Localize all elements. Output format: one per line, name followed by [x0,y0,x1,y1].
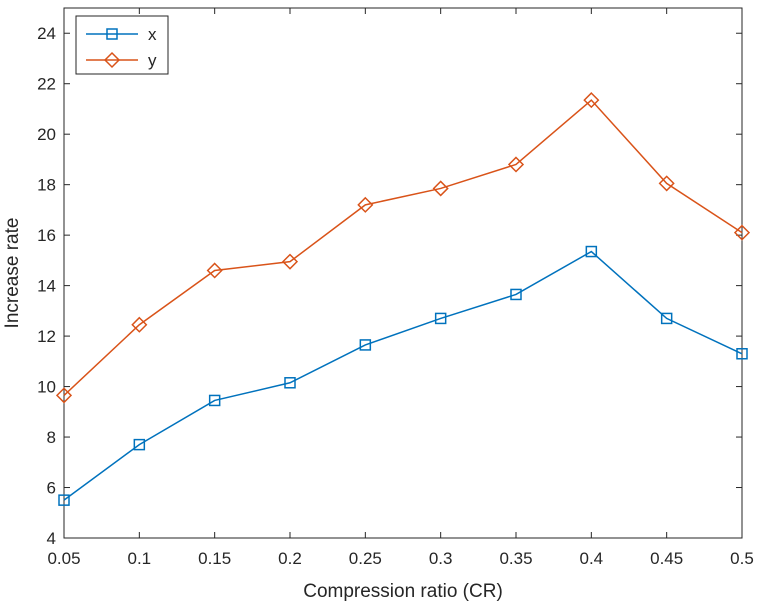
y-tick-label: 22 [37,75,56,94]
data-point-y [658,175,675,192]
x-tick-label: 0.45 [650,549,683,568]
data-point-y [583,92,600,109]
series-line-y [63,99,743,396]
data-point-x [660,312,673,325]
y-tick-label: 18 [37,176,56,195]
data-point-x [208,394,221,407]
x-tick-label: 0.1 [128,549,152,568]
x-tick-label: 0.15 [198,549,231,568]
x-axis-title: Compression ratio (CR) [303,581,503,602]
x-tick-label: 0.25 [349,549,382,568]
data-point-y [733,224,751,241]
axes: 0.05 0.1 0.15 0.2 0.25 0.3 0.35 0.4 0.45 0.5 4 6 8 10… [37,8,754,568]
legend: xy [75,15,169,75]
data-point-y [432,180,449,197]
y-tick-label: 8 [47,428,56,447]
data-point-x [58,494,70,506]
plot-area [63,7,743,539]
y-tick-label: 6 [47,479,56,498]
legend-marker-y [103,51,121,69]
data-point-x [510,288,522,301]
data-point-y [281,253,299,270]
x-tick-label: 0.2 [278,549,302,568]
data-point-y [55,387,73,404]
y-tick-label: 10 [37,378,56,397]
y-tick-label: 4 [47,529,56,548]
data-point-y [131,316,148,333]
y-tick-label: 16 [37,226,56,245]
data-point-x [284,377,296,389]
y-tick-label: 12 [37,327,56,346]
legend-label-y: y [148,51,157,70]
legend-marker-x [106,28,118,40]
series-line-x [63,250,743,501]
data-point-x [434,312,447,325]
y-tick-label: 20 [37,125,56,144]
series-layer [55,92,751,506]
data-point-y [507,156,525,173]
x-tick-label: 0.35 [499,549,532,568]
legend-box [75,15,169,75]
x-tick-label: 0.05 [47,549,80,568]
y-tick-label: 14 [37,277,56,296]
x-tick-label: 0.4 [580,549,604,568]
series-y [55,92,751,404]
y-tick-label: 24 [37,24,56,43]
data-point-y [206,262,223,279]
data-point-x [736,348,748,360]
plot-box [63,7,743,539]
x-tick-label: 0.3 [429,549,453,568]
data-point-y [357,196,374,213]
data-point-x [133,438,146,451]
y-axis-title: Increase rate [2,218,23,329]
data-point-x [585,245,598,258]
x-tick-label: 0.5 [730,549,754,568]
data-point-x [359,339,372,351]
series-x [58,245,748,506]
legend-label-x: x [148,25,157,44]
